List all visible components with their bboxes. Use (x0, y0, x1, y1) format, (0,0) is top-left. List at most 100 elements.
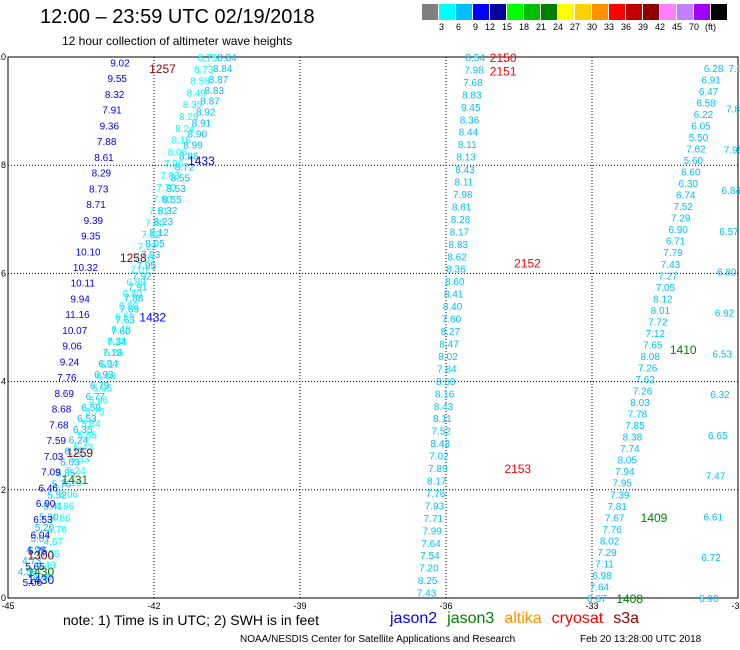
wave-height-label: 8.36 (460, 115, 480, 126)
pass-time-label: 1409 (641, 511, 668, 525)
wave-height-label: 8.05 (145, 239, 165, 250)
wave-height-label: 8.83 (462, 90, 482, 101)
pass-time-label: 1431 (62, 473, 89, 487)
wave-height-label: 7.52 (432, 427, 452, 438)
wave-height-label: 6.26 (104, 348, 124, 359)
wave-height-label: 4.56 (18, 567, 38, 578)
wave-height-label: 5.75 (28, 546, 48, 557)
color-scale-label: 24 (552, 22, 563, 32)
wave-height-label: 7.62 (686, 144, 706, 155)
wave-height-label: 8.47 (439, 339, 459, 350)
wave-height-label: 7.64 (421, 539, 441, 550)
wave-height-label: 7.99 (422, 526, 442, 537)
pass-time-label: 1410 (670, 343, 697, 357)
wave-height-label: 6.92 (715, 309, 735, 320)
wave-height-label: 6.98 (592, 571, 612, 582)
wave-height-label: 6.35 (73, 425, 93, 436)
color-scale-swatch (473, 4, 490, 20)
wave-height-label: 8.92 (196, 108, 216, 119)
credit-text: NOAA/NESDIS Center for Satellite Applica… (240, 634, 516, 645)
x-tick-label: -42 (147, 601, 160, 610)
wave-height-label: 6.38 (108, 336, 128, 347)
wave-height-label: 5.60 (684, 156, 704, 167)
wave-height-label: 7.22 (138, 242, 158, 253)
wave-height-label: 7.54 (420, 551, 440, 562)
wave-height-label: 7.95 (724, 145, 740, 156)
wave-height-label: 8.08 (640, 352, 660, 363)
wave-height-label: 5.20 (35, 523, 55, 534)
wave-height-label: 8.61 (452, 202, 472, 213)
wave-height-label: 9.45 (461, 103, 481, 114)
wave-height-label: 6.28 (704, 64, 724, 75)
wave-height-label: 8.83 (448, 240, 468, 251)
color-scale-label: (ft) (705, 22, 716, 32)
wave-height-label: 7.60 (153, 195, 173, 206)
color-scale-label: 12 (484, 22, 495, 32)
wave-height-label: 8.24 (175, 124, 195, 135)
wave-height-label: 7.92 (132, 272, 152, 283)
wave-height-label: 4.58 (40, 549, 60, 560)
color-scale-swatch (643, 4, 660, 20)
wave-height-label: 7.70 (156, 183, 176, 194)
wave-height-label: 8.83 (205, 86, 225, 97)
footer-note: note: 1) Time is in UTC; 2) SWH is in fe… (63, 612, 319, 628)
wave-height-label: 9.06 (62, 342, 82, 353)
x-tick-label: -33 (585, 601, 598, 610)
color-scale-swatch (660, 4, 677, 20)
generated-timestamp: Feb 20 13:28:00 UTC 2018 (580, 634, 702, 645)
wave-height-label: 7.88 (124, 294, 144, 305)
wave-height-label: 8.55 (171, 173, 191, 184)
wave-height-label: 7.89 (428, 464, 448, 475)
wave-height-label: 6.84 (722, 186, 740, 197)
wave-height-label: 8.84 (213, 64, 233, 75)
wave-height-label: 6.12 (64, 447, 84, 458)
wave-height-label: 8.40 (443, 302, 463, 313)
color-scale-swatch (711, 4, 728, 20)
wave-height-label: 6.47 (699, 87, 719, 98)
wave-height-label: 7.51 (149, 206, 169, 217)
wave-height-label: 8.17 (450, 227, 470, 238)
wave-height-label: 6.57 (719, 227, 739, 238)
wave-height-label: 8.03 (630, 398, 650, 409)
wave-height-label: 6.17 (100, 360, 120, 371)
wave-height-label: 7.76 (426, 489, 446, 500)
wave-height-label: 5.06 (59, 490, 79, 501)
wave-height-label: 8.68 (52, 405, 72, 416)
wave-height-label: 6.59 (81, 403, 101, 414)
wave-height-label: 5.75 (85, 407, 105, 418)
wave-height-label: 6.32 (710, 390, 730, 401)
wave-height-label: 8.25 (418, 576, 438, 587)
wave-height-label: 7.52 (673, 202, 693, 213)
plot-frame (7, 56, 739, 599)
wave-height-label: 5.00 (23, 578, 43, 589)
wave-height-label: 8.44 (459, 128, 479, 139)
wave-height-label: 7.20 (419, 564, 439, 575)
pass-time-label: 2153 (504, 462, 531, 476)
pass-time-label: 1430 (27, 565, 54, 579)
pass-time-label: 1257 (149, 62, 176, 76)
wave-height-label: 7.91 (128, 283, 148, 294)
x-tick-label: -45 (1, 601, 14, 610)
wave-height-label: 7.32 (141, 230, 161, 241)
wave-height-label: 7.60 (442, 315, 462, 326)
color-scale-swatch (609, 4, 626, 20)
wave-height-label: 8.58 (190, 77, 210, 88)
wave-height-label: 5.55 (77, 431, 97, 442)
pass-time-label: 2151 (490, 65, 517, 79)
wave-height-label: 8.28 (451, 215, 471, 226)
wave-height-label: 8.73 (194, 65, 214, 76)
wave-height-label: 9.36 (100, 121, 120, 132)
wave-height-label: 5.15 (62, 478, 82, 489)
wave-height-label: 5.65 (25, 562, 45, 573)
legend-entry-cryosat: cryosat (551, 610, 604, 627)
color-scale-label: 42 (654, 22, 665, 32)
wave-height-label: 7.63 (115, 315, 135, 326)
pass-time-label: 1430 (27, 573, 54, 587)
wave-height-label: 7.78 (628, 410, 648, 421)
wave-height-label: 8.60 (436, 377, 456, 388)
chart-title: 12:00 – 23:59 UTC 02/19/2018 (40, 6, 315, 28)
wave-height-label: 7.53 (728, 64, 740, 75)
wave-height-label: 6.59 (115, 313, 135, 324)
color-scale-swatch (677, 4, 694, 20)
wave-height-label: 7.13 (103, 348, 123, 359)
